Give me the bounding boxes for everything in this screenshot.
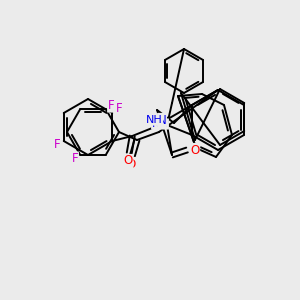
Text: NH: NH xyxy=(152,119,168,129)
Text: F: F xyxy=(53,139,60,152)
Text: N: N xyxy=(158,113,166,127)
Text: O: O xyxy=(124,154,133,167)
Text: F: F xyxy=(108,99,114,112)
Text: F: F xyxy=(116,103,123,116)
Text: NH: NH xyxy=(146,115,163,125)
Text: O: O xyxy=(126,158,136,170)
Text: O: O xyxy=(190,143,200,157)
Text: F: F xyxy=(72,152,78,165)
